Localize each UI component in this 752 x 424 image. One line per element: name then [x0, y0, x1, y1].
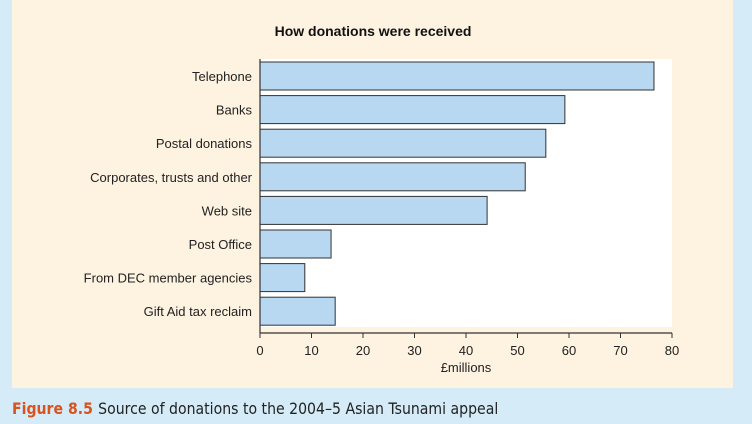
category-label: Corporates, trusts and other	[90, 170, 253, 185]
category-label: From DEC member agencies	[84, 271, 253, 286]
category-label: Telephone	[192, 69, 252, 84]
x-tick-label: 70	[613, 343, 627, 358]
x-tick-label: 30	[407, 343, 421, 358]
bar	[259, 229, 332, 259]
figure-label: Figure 8.5	[12, 399, 93, 418]
category-label: Banks	[216, 103, 253, 118]
bar	[259, 95, 566, 125]
bar	[259, 263, 306, 293]
bar	[259, 128, 547, 158]
x-tick-label: 60	[562, 343, 576, 358]
bar-chart: How donations were received Telephone Ban…	[84, 23, 680, 375]
category-label: Post Office	[189, 237, 252, 252]
bar	[259, 61, 655, 91]
category-label: Gift Aid tax reclaim	[144, 304, 252, 319]
bar	[259, 296, 336, 326]
x-tick-label: 20	[356, 343, 370, 358]
bar	[259, 162, 526, 192]
figure-caption: Figure 8.5 Source of donations to the 200…	[12, 399, 498, 418]
x-tick-label: 10	[304, 343, 318, 358]
caption-text: Source of donations to the 2004–5 Asian …	[98, 399, 499, 418]
x-tick-label: 50	[510, 343, 524, 358]
x-tick-label: 80	[665, 343, 679, 358]
bar	[259, 195, 488, 225]
x-axis-label: £millions	[441, 360, 492, 375]
x-tick-label: 40	[459, 343, 473, 358]
category-label: Web site	[202, 203, 252, 218]
category-label: Postal donations	[156, 136, 253, 151]
x-tick-label: 0	[256, 343, 263, 358]
chart-title: How donations were received	[275, 23, 472, 39]
